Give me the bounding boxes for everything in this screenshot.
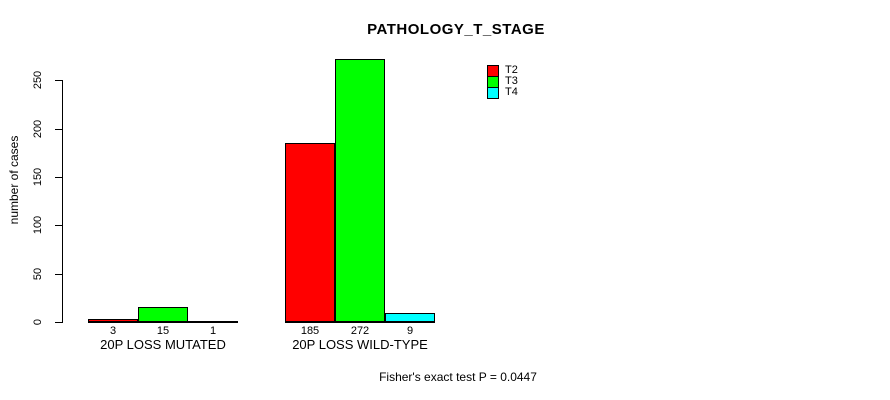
- bar-t4-1: [188, 321, 238, 323]
- bar-t3-1: [138, 307, 188, 322]
- legend-swatch-t4: [487, 86, 499, 99]
- bar-t2-2: [285, 143, 335, 322]
- group-baseline: [88, 321, 238, 323]
- category-label: 20P LOSS WILD-TYPE: [292, 337, 428, 352]
- legend: T2 T3 T4: [487, 64, 518, 99]
- bar-t4-2: [385, 313, 435, 322]
- y-tick-label: 0: [32, 318, 44, 326]
- bar-value-label: 15: [156, 325, 170, 337]
- group-baseline: [285, 321, 435, 323]
- bar-t3-2: [335, 59, 385, 322]
- y-tick-mark: [55, 177, 62, 178]
- y-axis-line: [62, 80, 63, 323]
- legend-label: T2: [505, 64, 518, 76]
- y-tick-mark: [55, 322, 62, 323]
- bar-value-label: 272: [350, 325, 370, 337]
- bar-value-label: 185: [300, 325, 320, 337]
- legend-label: T3: [505, 75, 518, 87]
- chart-title: PATHOLOGY_T_STAGE: [367, 21, 545, 38]
- y-tick-mark: [55, 129, 62, 130]
- bar-t2-1: [88, 319, 138, 322]
- y-tick-mark: [55, 80, 62, 81]
- legend-row: T4: [487, 86, 518, 99]
- y-tick-label: 100: [32, 215, 44, 235]
- y-tick-label: 50: [32, 267, 44, 281]
- annotation-text: Fisher's exact test P = 0.0447: [379, 370, 537, 384]
- y-tick-label: 250: [32, 70, 44, 90]
- y-tick-mark: [55, 225, 62, 226]
- legend-label: T4: [505, 86, 518, 98]
- bar-value-label: 3: [109, 325, 117, 337]
- bar-value-label: 1: [209, 325, 217, 337]
- category-label: 20P LOSS MUTATED: [100, 337, 226, 352]
- y-tick-mark: [55, 274, 62, 275]
- y-tick-label: 200: [32, 119, 44, 139]
- bar-value-label: 9: [406, 325, 414, 337]
- y-tick-label: 150: [32, 167, 44, 187]
